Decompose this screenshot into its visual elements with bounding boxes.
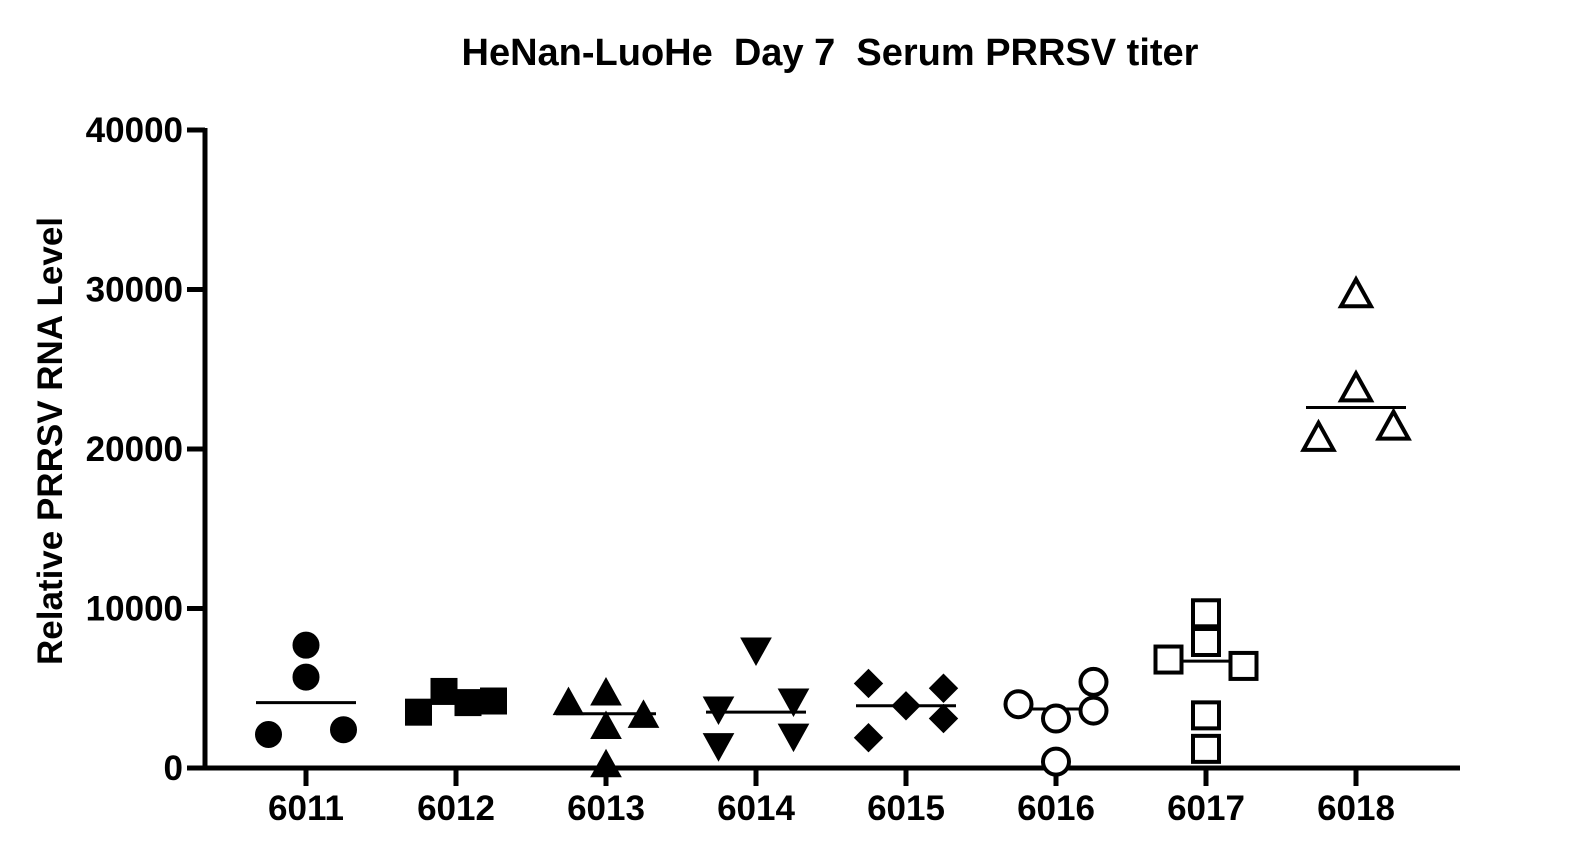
x-tick-label: 6011: [268, 789, 344, 828]
data-point: [1041, 703, 1071, 734]
x-tick-label: 6017: [1167, 789, 1245, 828]
data-point: [891, 691, 921, 721]
data-point: [1300, 418, 1337, 452]
data-point: [777, 688, 810, 718]
series-6017: [1153, 598, 1259, 764]
data-point: [430, 677, 458, 705]
tick-labels: 0 10000 20000 30000 40000 6011 6012 6013 6014 601…: [86, 111, 1395, 828]
x-tick-label: 6014: [717, 789, 795, 828]
x-tick-label: 6013: [567, 789, 645, 828]
data-point: [1191, 626, 1221, 657]
x-tick-label: 6012: [417, 789, 495, 828]
data-point: [1078, 695, 1109, 726]
series-6011: [255, 631, 357, 749]
data-point: [928, 703, 959, 734]
axes: [187, 127, 1460, 786]
data-point: [1191, 733, 1221, 764]
data-point: [1191, 700, 1221, 731]
data-point: [1228, 650, 1259, 681]
data-point: [1153, 644, 1184, 675]
series-6013: [552, 677, 660, 778]
data-point: [552, 686, 585, 716]
data-point: [1337, 275, 1375, 309]
data-point: [454, 689, 482, 717]
x-tick-label: 6018: [1317, 789, 1395, 828]
data-point: [702, 733, 735, 762]
y-tick-label: 40000: [86, 111, 183, 150]
y-tick-label: 10000: [86, 590, 183, 629]
chart-title: HeNan-LuoHe Day 7 Serum PRRSV titer: [462, 32, 1199, 74]
data-point: [1041, 746, 1071, 777]
y-tick-label: 30000: [86, 271, 183, 310]
x-tick-label: 6015: [867, 789, 945, 828]
series-6014: [702, 637, 810, 762]
data-point: [330, 716, 357, 744]
data-point: [853, 668, 884, 699]
data-point: [1375, 407, 1412, 441]
data-point: [590, 710, 622, 740]
series-6015: [853, 668, 959, 753]
data-point: [702, 696, 735, 726]
data-point: [292, 631, 320, 659]
y-tick-label: 0: [164, 749, 183, 788]
y-tick-label: 20000: [86, 430, 183, 469]
data-point: [740, 637, 772, 666]
x-tick-label: 6016: [1017, 789, 1095, 828]
data-point: [1191, 598, 1221, 629]
y-axis-label: Relative PRRSV RNA Level: [31, 217, 70, 665]
data-point: [292, 663, 320, 691]
data-point: [255, 721, 282, 749]
series-6016: [1003, 666, 1109, 777]
data-point: [480, 687, 507, 715]
data-point: [590, 748, 622, 778]
data-point: [853, 722, 884, 753]
data-point: [777, 723, 810, 753]
series-6018: [1300, 275, 1412, 452]
data-point: [928, 673, 959, 703]
series-6012: [405, 677, 507, 726]
data-point: [590, 677, 622, 706]
data-point: [1078, 666, 1109, 697]
data-point: [627, 699, 660, 728]
data-point: [405, 698, 432, 726]
data-point: [1003, 689, 1034, 720]
data-point: [1337, 369, 1375, 403]
data-marks: [255, 275, 1412, 778]
